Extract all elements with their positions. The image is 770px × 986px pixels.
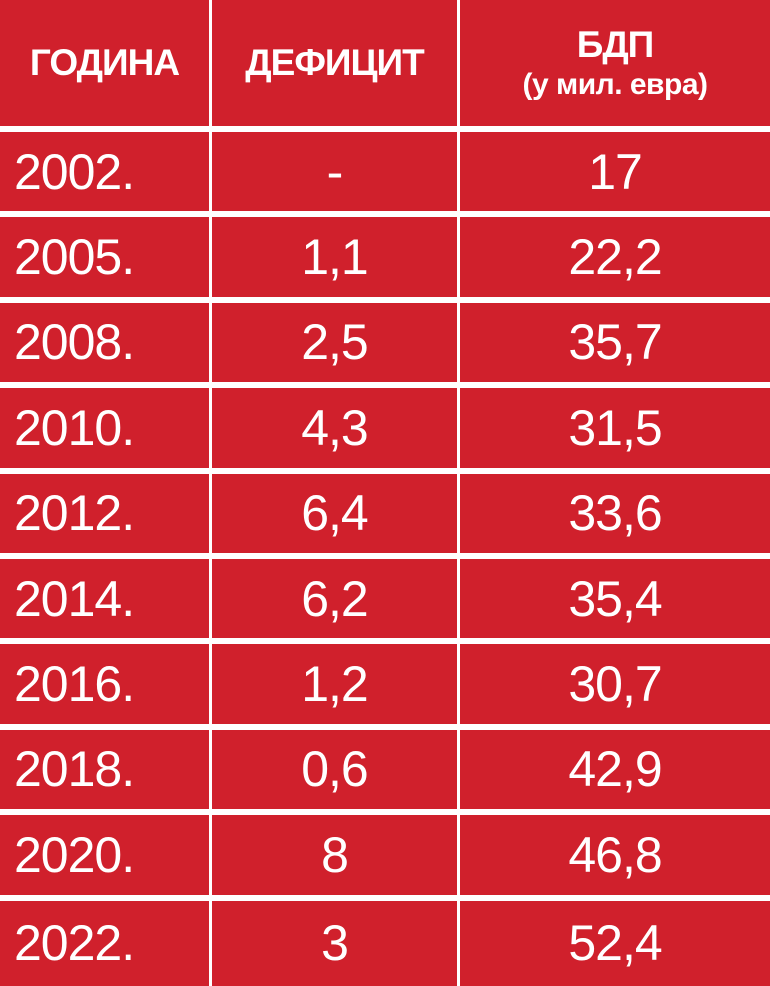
header-deficit-label: ДЕФИЦИТ	[245, 41, 424, 83]
deficit-cell: 1,2	[212, 644, 460, 730]
deficit-cell-text: 1,1	[301, 229, 369, 286]
year-cell: 2014.	[0, 558, 212, 645]
header-deficit: ДЕФИЦИТ	[212, 0, 460, 132]
deficit-cell: 4,3	[212, 388, 460, 474]
gdp-cell-text: 35,7	[568, 314, 662, 371]
deficit-cell-text: 1,2	[301, 656, 369, 713]
gdp-cell: 35,4	[460, 558, 770, 645]
year-cell-text: 2022.	[14, 915, 135, 972]
deficit-cell-text: 0,6	[301, 741, 369, 798]
gdp-cell: 17	[460, 132, 770, 218]
deficit-cell: -	[212, 132, 460, 218]
gdp-cell-text: 35,4	[568, 570, 662, 627]
year-cell-text: 2016.	[14, 656, 135, 713]
gdp-cell-text: 52,4	[568, 915, 662, 972]
header-gdp-label: БДП	[576, 23, 655, 65]
gdp-cell-text: 33,6	[568, 485, 662, 542]
gdp-cell-text: 42,9	[568, 741, 662, 798]
gdp-cell: 22,2	[460, 217, 770, 303]
year-cell-text: 2018.	[14, 741, 135, 798]
year-cell-text: 2014.	[14, 570, 135, 627]
year-cell-text: 2002.	[14, 143, 135, 200]
header-gdp: БДП (у мил. евра)	[460, 0, 770, 132]
deficit-cell: 1,1	[212, 217, 460, 303]
deficit-cell: 6,4	[212, 473, 460, 559]
deficit-cell-text: 6,4	[301, 485, 369, 542]
year-cell: 2005.	[0, 217, 212, 303]
gdp-cell-text: 31,5	[568, 399, 662, 456]
year-cell: 2018.	[0, 729, 212, 816]
gdp-cell: 46,8	[460, 815, 770, 901]
deficit-cell-text: 2,5	[301, 314, 369, 371]
year-cell: 2020.	[0, 815, 212, 901]
gdp-cell: 35,7	[460, 302, 770, 389]
deficit-cell-text: 4,3	[301, 399, 369, 456]
year-cell: 2010.	[0, 388, 212, 474]
year-cell-text: 2008.	[14, 314, 135, 371]
year-cell: 2002.	[0, 132, 212, 218]
gdp-cell: 30,7	[460, 644, 770, 730]
gdp-cell: 33,6	[460, 473, 770, 559]
deficit-cell: 8	[212, 815, 460, 901]
deficit-cell: 3	[212, 900, 460, 986]
deficit-cell-text: -	[326, 143, 344, 200]
gdp-cell: 42,9	[460, 729, 770, 816]
year-cell-text: 2010.	[14, 399, 135, 456]
gdp-cell-text: 46,8	[568, 826, 662, 883]
gdp-cell-text: 30,7	[568, 656, 662, 713]
year-cell: 2012.	[0, 473, 212, 559]
year-cell-text: 2020.	[14, 826, 135, 883]
year-cell-text: 2005.	[14, 229, 135, 286]
year-cell-text: 2012.	[14, 485, 135, 542]
deficit-cell-text: 3	[321, 915, 349, 972]
deficit-cell: 2,5	[212, 302, 460, 389]
gdp-cell-text: 22,2	[568, 229, 662, 286]
deficit-cell: 0,6	[212, 729, 460, 816]
header-year: ГОДИНА	[0, 0, 212, 132]
deficit-cell-text: 6,2	[301, 570, 369, 627]
year-cell: 2008.	[0, 302, 212, 389]
header-year-label: ГОДИНА	[29, 41, 180, 83]
gdp-cell: 31,5	[460, 388, 770, 474]
gdp-cell-text: 17	[588, 143, 643, 200]
year-cell: 2016.	[0, 644, 212, 730]
deficit-cell-text: 8	[321, 826, 349, 883]
year-cell: 2022.	[0, 900, 212, 986]
gdp-cell: 52,4	[460, 900, 770, 986]
deficit-cell: 6,2	[212, 558, 460, 645]
header-gdp-unit: (у мил. евра)	[522, 67, 709, 101]
